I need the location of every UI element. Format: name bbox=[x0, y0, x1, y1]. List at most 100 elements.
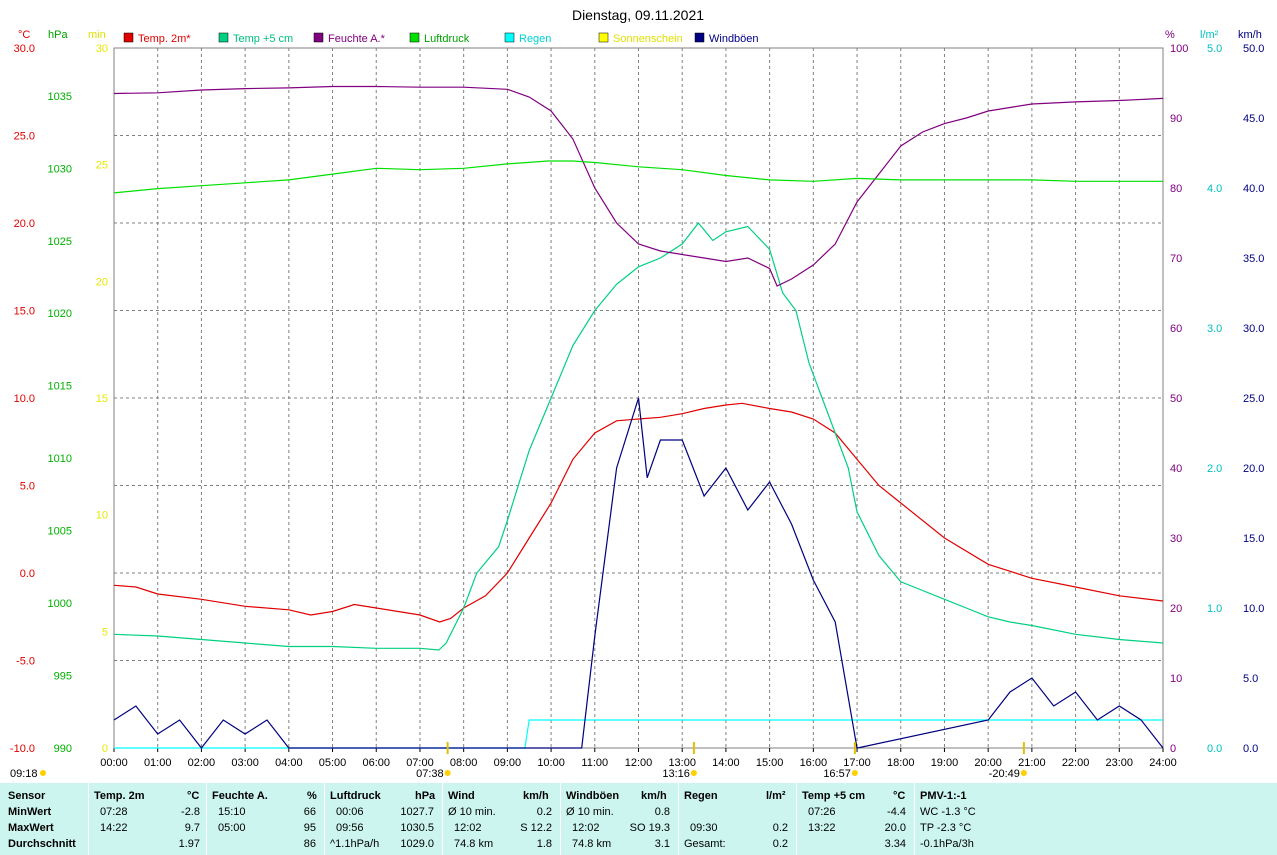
feuchte-title: Feuchte A. bbox=[212, 790, 268, 802]
left-sun-dot bbox=[40, 770, 46, 776]
hpa-tick-label: 1000 bbox=[48, 598, 72, 610]
legend-label: Sonnenschein bbox=[613, 33, 683, 45]
stats-panel: Sensor MinWert MaxWert Durchschnitt Temp… bbox=[0, 783, 1277, 855]
kmh-tick-label: 40.0 bbox=[1243, 183, 1264, 195]
legend-label: Feuchte A.* bbox=[328, 33, 386, 45]
pct-tick-label: 10 bbox=[1170, 673, 1182, 685]
kmh-tick-label: 0.0 bbox=[1243, 743, 1258, 755]
kmh-tick-label: 35.0 bbox=[1243, 253, 1264, 265]
unit-min: min bbox=[88, 29, 106, 41]
hpa-tick-label: 1010 bbox=[48, 453, 72, 465]
temp5-avg: 3.34 bbox=[884, 838, 906, 850]
luftdruck-avg: 1029.0 bbox=[400, 838, 434, 850]
boeen-distance: 74.8 km bbox=[572, 838, 612, 850]
temp2m-avg: 1.97 bbox=[178, 838, 200, 850]
legend-swatch bbox=[504, 32, 515, 43]
hpa-tick-label: 1025 bbox=[48, 236, 72, 248]
sunshine-marks: 07:38 13:16 16:57 -20:49 bbox=[416, 742, 1027, 780]
regen-max-time: 09:30 bbox=[690, 822, 718, 834]
regen-total-label: Gesamt: bbox=[684, 838, 726, 850]
boeen-max-time: 12:02 bbox=[572, 822, 600, 834]
series-line bbox=[113, 85, 1164, 287]
x-tick-label: 20:00 bbox=[974, 757, 1002, 769]
min-tick-label: 25 bbox=[96, 160, 108, 172]
wind-max-value: S 12.2 bbox=[520, 822, 552, 834]
pct-tick-label: 40 bbox=[1170, 463, 1182, 475]
pmv-title: PMV-1:-1 bbox=[920, 790, 967, 802]
x-tick-label: 00:00 bbox=[100, 757, 128, 769]
hpa-tick-label: 990 bbox=[54, 743, 72, 755]
x-tick-label: 10:00 bbox=[537, 757, 565, 769]
temp2m-title: Temp. 2m bbox=[94, 790, 145, 802]
temp-tick-label: -5.0 bbox=[16, 656, 35, 668]
kmh-tick-label: 50.0 bbox=[1243, 43, 1264, 55]
tick-labels: 00:00 01:00 02:00 03:00 04:00 05:00 06:00 07:00… bbox=[10, 43, 1265, 769]
x-tick-label: 09:00 bbox=[494, 757, 522, 769]
x-tick-label: 24:00 bbox=[1149, 757, 1177, 769]
pct-tick-label: 0 bbox=[1170, 743, 1176, 755]
kmh-tick-label: 45.0 bbox=[1243, 113, 1264, 125]
kmh-tick-label: 10.0 bbox=[1243, 603, 1264, 615]
luftdruck-max-value: 1030.5 bbox=[400, 822, 434, 834]
series-line bbox=[113, 402, 1164, 623]
sunshine-time: -20:49 bbox=[989, 768, 1020, 780]
wind-unit: km/h bbox=[523, 790, 549, 802]
temp-tick-label: 30.0 bbox=[14, 43, 35, 55]
feuchte-unit: % bbox=[307, 790, 317, 802]
x-tick-label: 17:00 bbox=[843, 757, 871, 769]
feuchte-max-time: 05:00 bbox=[218, 822, 246, 834]
regen-unit: l/m² bbox=[766, 790, 786, 802]
wind-max-time: 12:02 bbox=[454, 822, 482, 834]
temp5-min-time: 07:26 bbox=[808, 806, 836, 818]
hpa-tick-label: 1035 bbox=[48, 91, 72, 103]
rain-tick-label: 1.0 bbox=[1207, 603, 1222, 615]
series-line bbox=[113, 397, 1164, 749]
boeen-min-value: 0.8 bbox=[654, 806, 670, 818]
min-tick-label: 30 bbox=[96, 43, 108, 55]
wind-min-label: Ø 10 min. bbox=[448, 806, 496, 818]
kmh-tick-label: 30.0 bbox=[1243, 323, 1264, 335]
luftdruck-trend: ^1.1hPa/h bbox=[330, 838, 380, 850]
x-tick-label: 05:00 bbox=[319, 757, 347, 769]
temp-tick-label: 0.0 bbox=[20, 568, 35, 580]
kmh-tick-label: 25.0 bbox=[1243, 393, 1264, 405]
pct-tick-label: 20 bbox=[1170, 603, 1182, 615]
sunshine-dot bbox=[690, 770, 697, 776]
boeen-max-value: SO 19.3 bbox=[629, 822, 670, 834]
weather-chart: Dienstag, 09.11.2021 Temp. 2m* Temp +5 cm… bbox=[10, 7, 1265, 780]
sunshine-time: 16:57 bbox=[823, 768, 851, 780]
row-label-max: MaxWert bbox=[8, 822, 54, 834]
x-tick-label: 21:00 bbox=[1018, 757, 1046, 769]
temp-tick-label: 20.0 bbox=[14, 218, 35, 230]
kmh-tick-label: 15.0 bbox=[1243, 533, 1264, 545]
pct-tick-label: 50 bbox=[1170, 393, 1182, 405]
wind-title: Wind bbox=[448, 790, 475, 802]
row-label-min: MinWert bbox=[8, 806, 52, 818]
row-label-sensor: Sensor bbox=[8, 790, 46, 802]
wind-avg: 1.8 bbox=[536, 838, 552, 850]
legend-label: Regen bbox=[519, 33, 551, 45]
rain-tick-label: 5.0 bbox=[1207, 43, 1222, 55]
temp2m-min-value: -2.8 bbox=[181, 806, 200, 818]
x-tick-label: 12:00 bbox=[625, 757, 653, 769]
series-line bbox=[113, 222, 1164, 651]
pct-tick-label: 100 bbox=[1170, 43, 1188, 55]
legend: Temp. 2m* Temp +5 cm Feuchte A.* Luftdruck R… bbox=[123, 32, 759, 45]
legend-swatch bbox=[313, 32, 324, 43]
legend-swatch bbox=[218, 32, 229, 43]
sunshine-dot bbox=[851, 770, 858, 776]
x-tick-label: 16:00 bbox=[800, 757, 828, 769]
legend-swatch bbox=[409, 32, 420, 43]
kmh-tick-label: 20.0 bbox=[1243, 463, 1264, 475]
kmh-tick-label: 5.0 bbox=[1243, 673, 1258, 685]
hpa-tick-label: 1015 bbox=[48, 381, 72, 393]
regen-max-value: 0.2 bbox=[772, 822, 788, 834]
axis-units: °C hPa min % l/m² km/h bbox=[18, 29, 1262, 41]
temp2m-max-time: 14:22 bbox=[100, 822, 128, 834]
feuchte-min-value: 66 bbox=[303, 806, 316, 818]
luftdruck-min-time: 00:06 bbox=[336, 806, 364, 818]
x-tick-label: 19:00 bbox=[931, 757, 959, 769]
feuchte-min-time: 15:10 bbox=[218, 806, 246, 818]
x-tick-label: 23:00 bbox=[1106, 757, 1134, 769]
temp2m-min-time: 07:28 bbox=[100, 806, 128, 818]
